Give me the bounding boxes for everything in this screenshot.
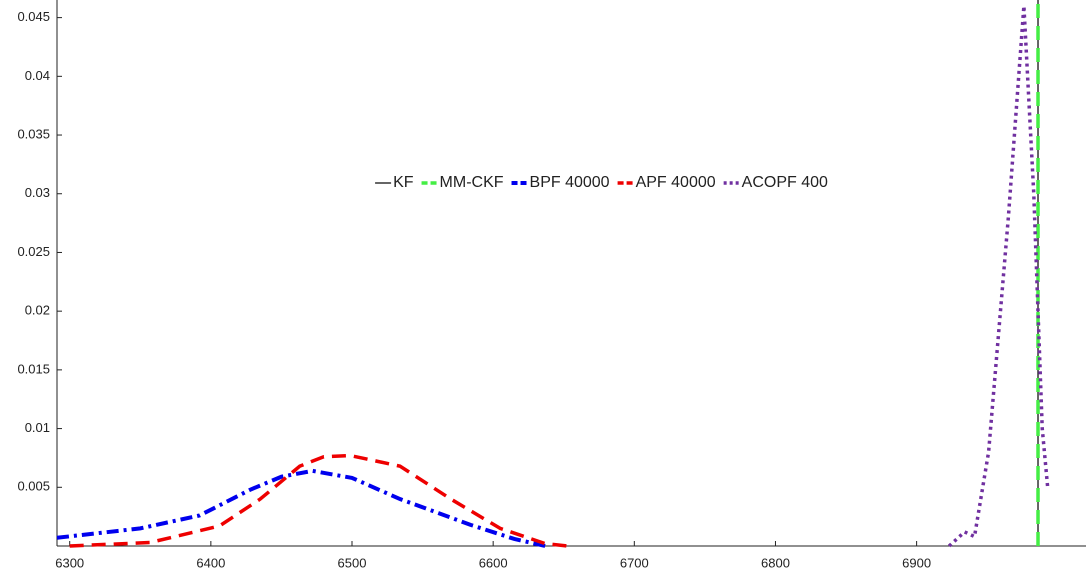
y-tick-label: 0.03 [25, 185, 50, 200]
y-tick-label: 0.045 [17, 9, 50, 24]
legend: KF MM-CKF BPF 40000 APF 40000 ACOPF 400 [375, 174, 828, 191]
x-tick-label: 6400 [196, 555, 225, 570]
x-tick-label: 6800 [761, 555, 790, 570]
series-line [56, 468, 546, 548]
series-line [69, 453, 569, 548]
y-tick-label: 0.005 [17, 479, 50, 494]
legend-label: BPF 40000 [530, 174, 610, 191]
x-tick-label: 6500 [338, 555, 367, 570]
series-line [947, 5, 1050, 548]
y-tick-label: 0.04 [25, 68, 50, 83]
x-tick-label: 6600 [479, 555, 508, 570]
x-tick-label: 6300 [55, 555, 84, 570]
y-tick-label: 0.01 [25, 420, 50, 435]
x-tick-label: 6700 [620, 555, 649, 570]
y-tick-label: 0.025 [17, 244, 50, 259]
y-tick-label: 0.035 [17, 126, 50, 141]
y-tick-label: 0.02 [25, 303, 50, 318]
legend-label: KF [393, 174, 414, 191]
y-tick-label: 0.015 [17, 361, 50, 376]
legend-label: MM-CKF [440, 174, 504, 191]
legend-label: ACOPF 400 [742, 174, 828, 191]
legend-label: APF 40000 [636, 174, 716, 191]
x-tick-label: 6900 [902, 555, 931, 570]
